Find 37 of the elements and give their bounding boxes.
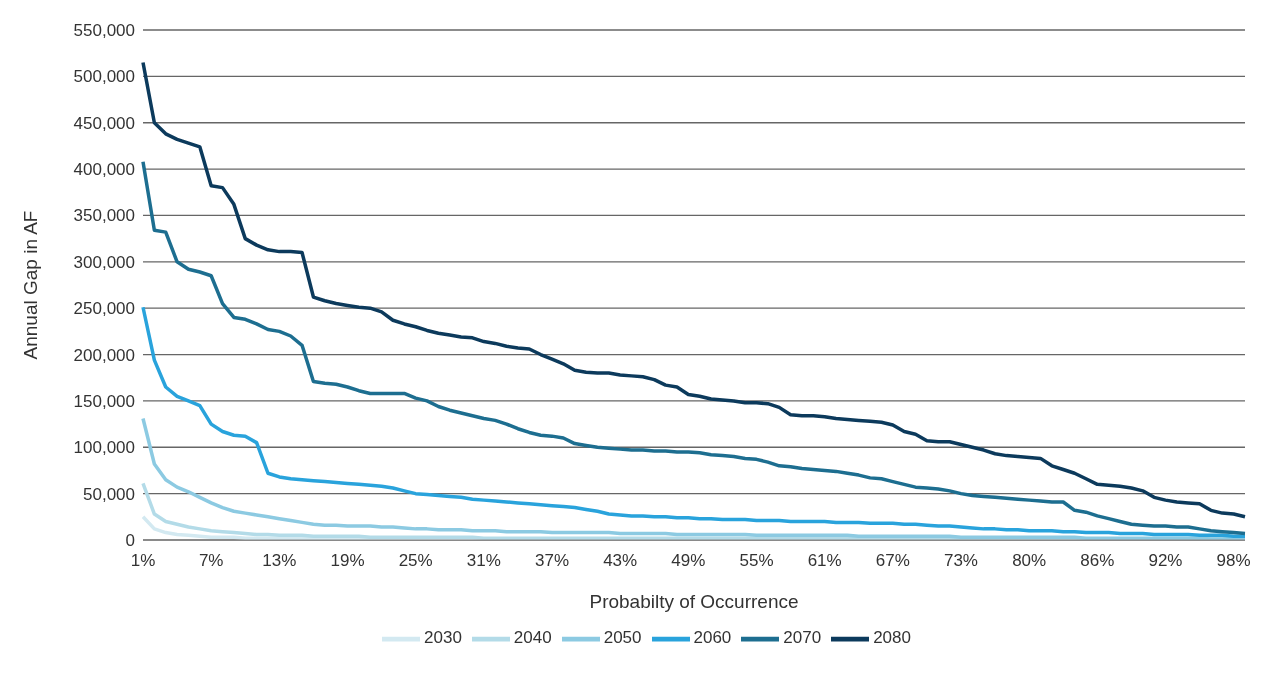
y-tick-label: 200,000 [73, 345, 135, 365]
x-tick-label: 67% [875, 551, 910, 571]
x-tick-label: 49% [671, 551, 706, 571]
y-tick-label: 100,000 [73, 438, 135, 458]
legend-label: 2040 [513, 628, 552, 648]
legend-label: 2050 [603, 628, 642, 648]
x-tick-label: 31% [466, 551, 501, 571]
y-tick-label: 500,000 [73, 67, 135, 87]
x-tick-label: 55% [739, 551, 774, 571]
x-tick-label: 25% [398, 551, 433, 571]
legend-label: 2070 [783, 628, 822, 648]
y-tick-label: 50,000 [83, 484, 135, 504]
x-tick-label: 13% [262, 551, 297, 571]
y-tick-label: 400,000 [73, 160, 135, 180]
x-tick-label: 37% [534, 551, 570, 571]
y-tick-label: 150,000 [73, 391, 135, 411]
x-tick-label: 73% [943, 551, 978, 571]
x-tick-label: 1% [130, 551, 156, 571]
x-tick-label: 86% [1080, 551, 1115, 571]
y-tick-label: 350,000 [73, 206, 135, 226]
x-axis-title: Probabilty of Occurrence [589, 591, 799, 612]
legend-label: 2080 [873, 628, 911, 648]
legend-label: 2030 [424, 628, 462, 648]
y-tick-label: 300,000 [73, 252, 135, 272]
x-tick-label: 7% [198, 551, 224, 571]
x-tick-label: 98% [1216, 551, 1251, 571]
y-tick-label: 550,000 [73, 21, 135, 41]
x-tick-label: 19% [330, 551, 365, 571]
y-tick-label: 250,000 [73, 299, 135, 319]
x-tick-label: 61% [807, 551, 842, 571]
y-axis-title: Annual Gap in AF [19, 210, 41, 360]
legend-label: 2060 [693, 628, 732, 648]
y-tick-label: 450,000 [73, 113, 135, 133]
y-tick-label: 0 [125, 531, 135, 551]
x-tick-label: 92% [1148, 551, 1183, 571]
x-tick-label: 80% [1012, 551, 1047, 571]
x-tick-label: 43% [603, 551, 638, 571]
